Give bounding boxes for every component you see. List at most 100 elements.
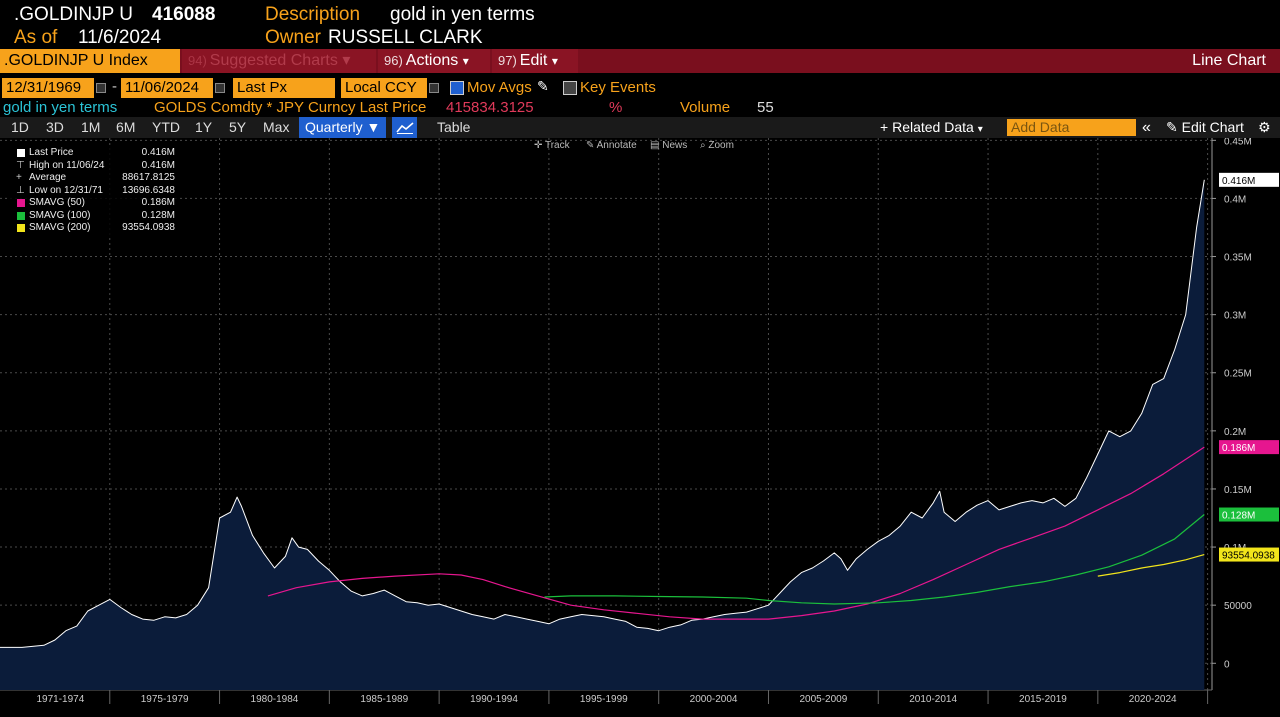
calendar-icon[interactable] (215, 83, 225, 93)
y-tick-label: 0.45M (1224, 138, 1252, 147)
legend-value: 0.186M (141, 197, 175, 208)
track-tool[interactable]: ✛ Track (534, 140, 570, 151)
add-data-input[interactable]: Add Data (1007, 119, 1136, 136)
field-select[interactable]: Last Px (233, 78, 335, 98)
last-value-label: 0.186M (1222, 443, 1255, 454)
x-tick-label: 1985-1989 (360, 694, 408, 705)
date-separator: - (112, 78, 117, 95)
start-date-input[interactable]: 12/31/1969 (2, 78, 94, 98)
owner-label: Owner (265, 27, 321, 48)
legend-label: Average (29, 172, 67, 183)
ticker-value: 416088 (152, 4, 216, 25)
related-data-button[interactable]: + Related Data ▾ (880, 119, 983, 135)
period-5y-button[interactable]: 5Y (229, 119, 247, 135)
ticker: .GOLDINJP U (14, 4, 133, 25)
line-chart-icon[interactable] (392, 117, 417, 138)
pencil-icon: ✎ (1166, 119, 1178, 135)
y-tick-label: 50000 (1224, 601, 1252, 612)
asof-value: 11/6/2024 (78, 27, 162, 48)
legend-label: Last Price (29, 147, 74, 158)
period-1y-button[interactable]: 1Y (195, 119, 213, 135)
legend-row-smavg50[interactable]: SMAVG (50) 0.186M (13, 197, 175, 209)
period-1d-button[interactable]: 1D (11, 119, 29, 135)
period-6m-button[interactable]: 6M (116, 119, 136, 135)
annotate-label: Annotate (596, 140, 637, 151)
period-1m-button[interactable]: 1M (81, 119, 101, 135)
series-pct: % (609, 99, 623, 116)
y-tick-label: 0.2M (1224, 427, 1246, 438)
suggested-label: Suggested Charts (209, 52, 338, 69)
legend-row-average: + Average 88617.8125 (13, 172, 175, 184)
key-events-checkbox[interactable] (563, 81, 577, 95)
series-name: gold in yen terms (3, 99, 118, 116)
volume-value: 55 (757, 99, 774, 116)
period-ytd-button[interactable]: YTD (152, 119, 180, 135)
legend-value: 88617.8125 (122, 172, 175, 183)
period-max-button[interactable]: Max (263, 119, 290, 135)
legend-value: 0.128M (141, 209, 175, 221)
gear-icon[interactable]: ⚙ (1258, 119, 1271, 135)
frequency-select[interactable]: Quarterly ▼ (299, 117, 387, 138)
chart-legend: Last Price 0.416M ⊤ High on 11/06/24 0.4… (7, 146, 179, 238)
currency-select[interactable]: Local CCY (341, 78, 427, 98)
suggested-charts-button[interactable]: 94) Suggested Charts ▾ (182, 49, 376, 73)
smavg100-swatch (17, 211, 25, 220)
legend-value: 0.416M (141, 147, 175, 158)
chart-type-label: Line Chart (1192, 52, 1266, 69)
description-label: Description (265, 4, 361, 25)
smavg200-swatch (17, 224, 25, 232)
collapse-icon[interactable]: « (1142, 119, 1151, 136)
period-3d-button[interactable]: 3D (46, 119, 64, 135)
security-row: gold in yen terms GOLDS Comdty * JPY Cur… (0, 99, 1280, 117)
description-value: gold in yen terms (390, 4, 535, 25)
smavg50-swatch (17, 199, 25, 207)
table-button[interactable]: Table (437, 119, 471, 135)
low-marker-icon: ⊥ (16, 184, 25, 196)
pencil-icon[interactable]: ✎ (537, 78, 549, 94)
zoom-label: Zoom (708, 140, 734, 151)
chevron-down-icon[interactable] (429, 83, 439, 93)
chevron-down-icon: ▾ (551, 54, 558, 68)
legend-label: High on 11/06/24 (29, 159, 105, 171)
last-value-label: 93554.0938 (1222, 551, 1275, 562)
mov-avgs-checkbox[interactable] (450, 81, 464, 95)
x-tick-label: 1975-1979 (141, 694, 189, 705)
series-formula: GOLDS Comdty * JPY Curncy Last Price (154, 99, 427, 116)
legend-row-high: ⊤ High on 11/06/24 0.416M (13, 160, 175, 172)
legend-label: SMAVG (50) (29, 197, 85, 208)
edit-chart-button[interactable]: ✎ Edit Chart (1166, 117, 1244, 138)
legend-label: SMAVG (200) (29, 222, 91, 233)
legend-row-smavg100[interactable]: SMAVG (100) 0.128M (13, 210, 175, 222)
series-line (267, 446, 1205, 620)
news-label: News (662, 140, 688, 151)
security-field[interactable]: .GOLDINJP U Index (0, 49, 180, 73)
edit-num: 97) (498, 53, 517, 68)
zoom-tool[interactable]: ⌕ Zoom (700, 140, 734, 151)
last-value-badge (1219, 547, 1279, 562)
actions-num: 96) (384, 53, 403, 68)
legend-row-smavg200[interactable]: SMAVG (200) 93554.0938 (13, 222, 175, 234)
series-line (1097, 554, 1205, 577)
high-marker-icon: ⊤ (16, 159, 25, 171)
x-tick-label: 1980-1984 (251, 694, 299, 705)
edit-button[interactable]: 97) Edit ▾ (492, 49, 578, 73)
average-marker-icon: + (16, 172, 22, 183)
chevron-down-icon: ▼ (366, 119, 381, 135)
calendar-icon[interactable] (96, 83, 106, 93)
owner-value: RUSSELL CLARK (328, 27, 483, 48)
volume-label: Volume (680, 99, 731, 116)
y-tick-label: 0.25M (1224, 369, 1252, 380)
legend-row-last-price[interactable]: Last Price 0.416M (13, 147, 175, 159)
chevron-down-icon: ▾ (462, 54, 469, 68)
edit-label: Edit (519, 52, 548, 69)
actions-button[interactable]: 96) Actions ▾ (378, 49, 490, 73)
annotate-tool[interactable]: ✎ Annotate (586, 140, 637, 151)
series-line (0, 179, 1205, 648)
chart-toolbar: 1D 3D 1M 6M YTD 1Y 5Y Max Quarterly ▼ Ta… (0, 117, 1280, 138)
last-value-badge (1219, 440, 1279, 455)
y-tick-label: 0.35M (1224, 253, 1252, 264)
news-tool[interactable]: ▤ News (650, 140, 688, 151)
legend-value: 13696.6348 (122, 184, 175, 196)
end-date-input[interactable]: 11/06/2024 (121, 78, 213, 98)
last-price-swatch (17, 149, 25, 157)
